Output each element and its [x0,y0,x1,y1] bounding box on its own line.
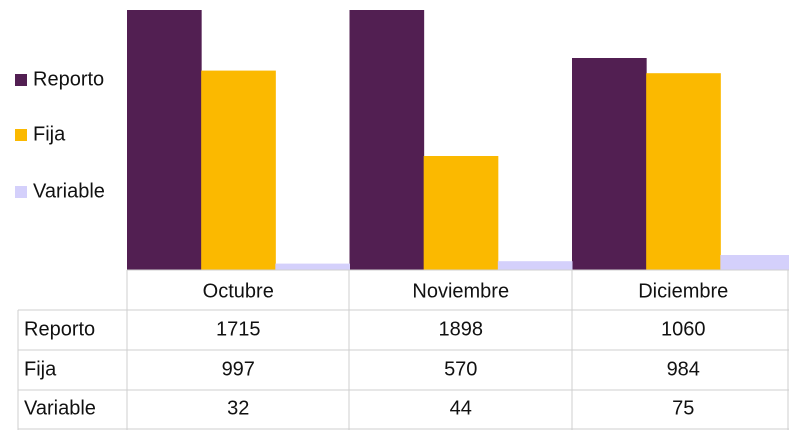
legend-label: Fija [33,123,66,145]
table-row-label: Variable [24,397,96,419]
bar [423,156,499,270]
bar [349,10,425,270]
table-cell: 44 [450,397,472,419]
bar [201,70,276,270]
bar [275,263,350,270]
bar [646,73,721,270]
plot-area [127,10,789,270]
legend-swatch [15,129,27,141]
table-cell: 1715 [216,318,261,340]
bar [572,58,647,270]
table-cell: 997 [222,358,255,380]
x-category-label: Octubre [203,280,274,302]
table-borders [17,269,789,430]
legend-swatch [15,186,27,198]
table-cell: 1060 [661,318,706,340]
table-cell: 570 [444,358,477,380]
bar [497,261,573,270]
table-cell: 984 [667,358,700,380]
legend-swatch [15,74,27,86]
table-row-label: Reporto [24,318,95,340]
bar [127,10,202,270]
table-row-label: Fija [24,358,57,380]
table-cell: 1898 [439,318,484,340]
table-cell: 32 [227,397,249,419]
bar [720,255,789,270]
legend-label: Variable [33,180,105,202]
legend-label: Reporto [33,68,104,90]
x-category-label: Noviembre [412,280,509,302]
table-cell: 75 [672,397,694,419]
x-category-label: Diciembre [638,280,728,302]
